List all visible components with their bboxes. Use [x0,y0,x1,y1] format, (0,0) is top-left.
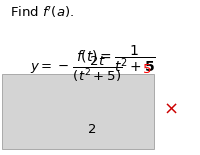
Text: Find $f^{\prime}(a)$.: Find $f^{\prime}(a)$. [10,5,74,20]
Text: $y = -\,\dfrac{2t}{\left(t^2+5\right)}$: $y = -\,\dfrac{2t}{\left(t^2+5\right)}$ [30,55,122,84]
Text: $f(t) = \dfrac{1}{t^2 + \mathbf{5}}$: $f(t) = \dfrac{1}{t^2 + \mathbf{5}}$ [76,43,156,74]
Text: $2$: $2$ [87,123,97,136]
Text: $\times$: $\times$ [163,100,177,117]
FancyBboxPatch shape [2,74,154,149]
Text: $5$: $5$ [142,63,152,76]
